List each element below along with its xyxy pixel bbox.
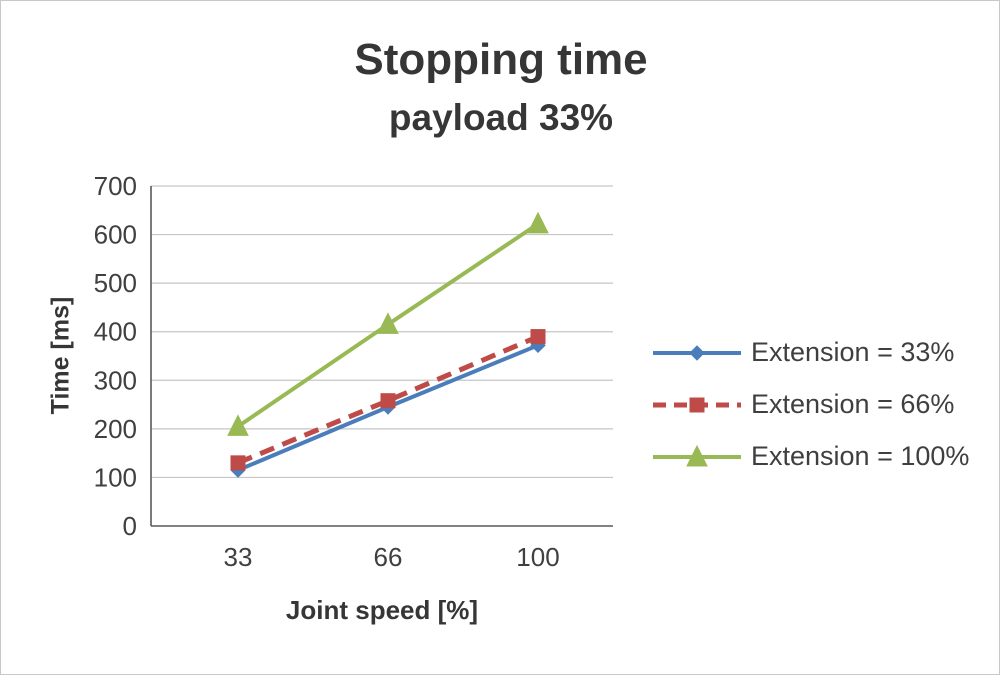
legend-label: Extension = 66% <box>751 389 955 419</box>
series-marker-triangle <box>377 312 399 334</box>
x-tick-label: 66 <box>374 542 403 572</box>
y-tick-label: 400 <box>94 317 137 347</box>
y-tick-label: 100 <box>94 462 137 492</box>
x-tick-label: 33 <box>224 542 253 572</box>
legend-item-2: Extension = 66% <box>653 389 969 420</box>
y-tick-label: 700 <box>94 171 137 201</box>
legend: Extension = 33% Extension = 66% Extension … <box>653 337 969 472</box>
y-tick-label: 0 <box>123 511 137 541</box>
legend-label: Extension = 100% <box>751 441 970 471</box>
legend-sample <box>653 344 741 361</box>
series-marker-square <box>689 397 705 412</box>
series-marker-triangle <box>227 414 249 436</box>
series-extension-100- <box>227 211 549 436</box>
legend-label: Extension = 33% <box>751 337 955 367</box>
x-tick-label: 100 <box>516 542 559 572</box>
series-marker-square <box>380 393 396 409</box>
series-marker-square <box>530 329 546 345</box>
y-tick-label: 500 <box>94 268 137 298</box>
x-axis-title: Joint speed [%] <box>285 595 479 625</box>
chart-title: Stopping time <box>354 35 648 84</box>
series-marker-triangle <box>527 211 549 234</box>
y-tick-label: 600 <box>94 220 137 250</box>
y-tick-label: 200 <box>94 414 137 444</box>
series-marker-square <box>230 455 246 471</box>
legend-sample <box>653 397 741 412</box>
series-marker-triangle <box>686 444 708 466</box>
series-marker-diamond <box>689 344 705 361</box>
legend-item-1: Extension = 33% <box>653 337 969 368</box>
y-tick-label: 300 <box>94 365 137 395</box>
chart-subtitle: payload 33% <box>388 97 614 138</box>
series-line <box>237 334 539 466</box>
legend-sample <box>653 444 741 466</box>
legend-item-3: Extension = 100% <box>653 441 969 472</box>
series-extension-66- <box>230 329 546 471</box>
